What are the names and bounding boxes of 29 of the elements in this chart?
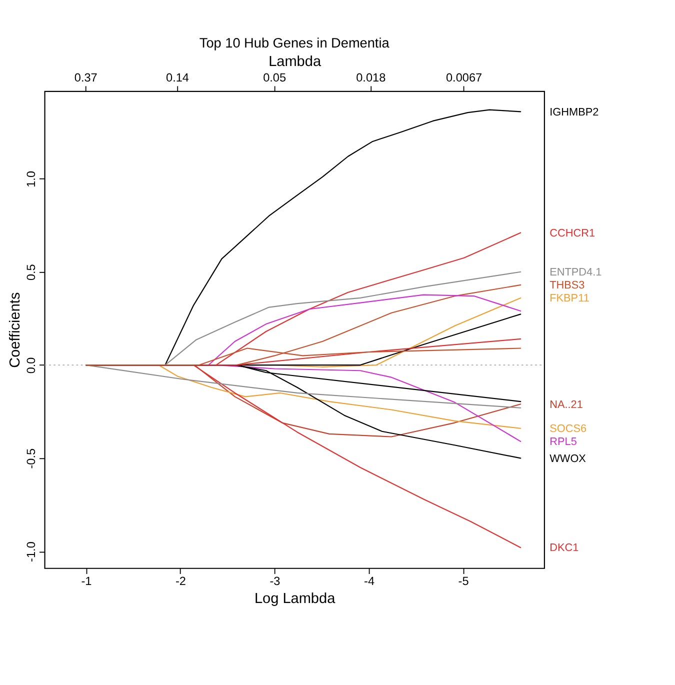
text: NA..21 [550,398,583,411]
x-axis-title: Log Lambda [254,591,336,608]
x2-tick-label: 0.05 [263,70,286,85]
x2-tick-label: 0.018 [356,70,386,85]
y-tick-label: -0.5 [24,448,38,469]
text: CCHCR1 [550,227,596,240]
x-tick-label: -3 [270,574,281,588]
text: ENTPD4.1 [550,266,602,279]
text: WWOX [550,452,587,465]
text: IGHMBP2 [550,106,599,118]
y-tick-label: 0.0 [24,356,38,374]
x-tick-label: -2 [175,574,186,588]
y-axis-title: Coefficients [8,292,24,368]
text: THBS3 [550,280,585,292]
x2-tick-label: 0.14 [166,70,190,85]
text: FKBP11 [550,292,590,305]
x2-tick-label: 0.0067 [446,70,482,85]
x-tick-label: -5 [458,574,470,588]
x-tick-label: -1 [81,574,92,588]
text: DKC1 [550,542,579,554]
chart-title: Top 10 Hub Genes in Dementia [199,36,390,51]
x2-tick-label: 0.37 [74,70,98,85]
x2-axis-title: Lambda [268,54,322,70]
text: RPL5 [550,436,577,448]
text: SOCS6 [550,423,587,436]
y-tick-label: 1.0 [24,170,38,188]
y-tick-label: -1.0 [24,541,38,562]
x-tick-label: -4 [364,574,375,588]
y-tick-label: 0.5 [24,264,38,281]
